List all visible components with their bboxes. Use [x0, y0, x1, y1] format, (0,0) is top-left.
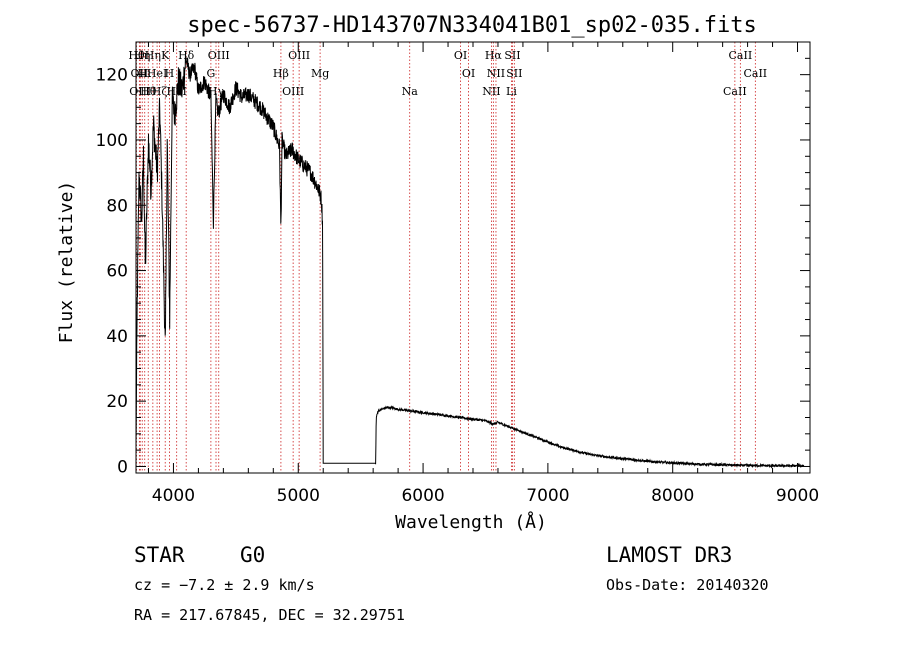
line-label: Hβ: [273, 67, 289, 80]
spectral-line-labels: HθOIIOIIIHηHιHθHηHeIHζKHHeIHδGHγOIIIHβOI…: [128, 49, 767, 98]
x-tick-label: 8000: [651, 486, 694, 506]
line-label: Hζ: [152, 85, 168, 98]
line-label: OIII: [282, 85, 304, 98]
spectral-subclass: G0: [240, 543, 265, 567]
plot-frame: [135, 41, 811, 474]
observation-date: Obs-Date: 20140320: [606, 576, 769, 594]
spectrum-curve: [135, 55, 805, 469]
y-tick-label: 80: [106, 196, 128, 216]
line-label: G: [206, 67, 215, 80]
line-label: Hη: [145, 49, 161, 62]
line-label: H: [165, 67, 175, 80]
x-axis-ticks: 4000 5000 6000 7000 8000 9000: [147, 42, 819, 506]
line-label: OIII: [129, 85, 151, 98]
line-label: NII: [482, 85, 500, 98]
y-tick-label: 120: [96, 66, 128, 86]
line-label: OI: [462, 67, 475, 80]
y-tick-label: 40: [106, 327, 128, 347]
line-label: Hι: [138, 67, 152, 80]
y-tick-label: 100: [96, 131, 128, 151]
line-label: Hδ: [178, 49, 195, 62]
line-label: CaII: [743, 67, 767, 80]
y-tick-label: 60: [106, 262, 128, 282]
y-tick-label: 0: [117, 457, 128, 477]
line-label: OIII: [208, 49, 230, 62]
y-axis-ticks: 0 20 40 60 80 100 120: [96, 57, 810, 477]
x-axis-label: Wavelength (Å): [395, 511, 547, 533]
x-tick-label: 6000: [401, 486, 444, 506]
x-tick-label: 4000: [152, 486, 195, 506]
line-label: OIII: [288, 49, 310, 62]
line-label: OII: [131, 67, 149, 80]
line-label: Hθ: [140, 85, 157, 98]
survey-name: LAMOST DR3: [606, 543, 732, 567]
line-label: Hγ: [208, 85, 225, 98]
line-label: HeI: [147, 67, 167, 80]
line-label: Mg: [311, 67, 329, 80]
line-label: Na: [402, 85, 419, 98]
x-tick-label: 5000: [277, 486, 320, 506]
line-label: K: [161, 49, 170, 62]
line-label: OI: [454, 49, 467, 62]
line-label: SII: [506, 67, 522, 80]
redshift-cz: cz = −7.2 ± 2.9 km/s: [134, 576, 315, 594]
line-label: SII: [504, 49, 520, 62]
chart-title: spec-56737-HD143707N334041B01_sp02-035.f…: [187, 13, 757, 38]
line-label: Hα: [485, 49, 503, 62]
line-label: CaII: [723, 85, 747, 98]
line-label: CaII: [729, 49, 753, 62]
y-axis-label: Flux (relative): [56, 181, 77, 344]
ra-dec-coordinates: RA = 217.67845, DEC = 32.29751: [134, 606, 405, 624]
x-tick-label: 9000: [776, 486, 819, 506]
y-tick-label: 20: [106, 392, 128, 412]
x-tick-label: 7000: [526, 486, 569, 506]
object-type: STAR: [134, 543, 185, 567]
line-label: Li: [506, 85, 517, 98]
line-label: NII: [487, 67, 505, 80]
